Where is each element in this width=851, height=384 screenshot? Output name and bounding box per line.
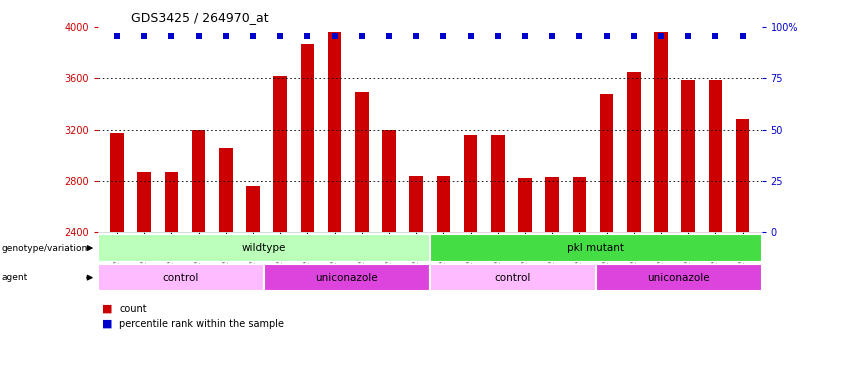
Bar: [164, 172, 178, 232]
Bar: [273, 76, 287, 232]
Bar: [736, 119, 750, 232]
Bar: [545, 177, 559, 232]
Text: genotype/variation: genotype/variation: [2, 243, 88, 253]
Bar: [409, 176, 423, 232]
Bar: [682, 79, 695, 232]
Text: GDS3425 / 264970_at: GDS3425 / 264970_at: [131, 11, 269, 24]
Text: pkl mutant: pkl mutant: [568, 243, 624, 253]
Bar: [437, 176, 450, 232]
Bar: [430, 264, 596, 291]
Bar: [98, 234, 430, 262]
Bar: [246, 186, 260, 232]
Bar: [355, 93, 368, 232]
Text: count: count: [119, 304, 146, 314]
Text: wildtype: wildtype: [242, 243, 286, 253]
Bar: [219, 147, 232, 232]
Bar: [300, 43, 314, 232]
Bar: [654, 32, 668, 232]
Bar: [328, 32, 341, 232]
Bar: [464, 136, 477, 232]
Text: control: control: [494, 273, 531, 283]
Bar: [709, 79, 722, 232]
Bar: [573, 177, 586, 232]
Text: uniconazole: uniconazole: [316, 273, 378, 283]
Bar: [600, 94, 614, 232]
Text: ■: ■: [102, 319, 112, 329]
Text: ■: ■: [102, 304, 112, 314]
Bar: [382, 129, 396, 232]
Text: control: control: [163, 273, 199, 283]
Bar: [98, 264, 264, 291]
Bar: [491, 135, 505, 232]
Bar: [264, 264, 430, 291]
Text: percentile rank within the sample: percentile rank within the sample: [119, 319, 284, 329]
Bar: [596, 264, 762, 291]
Bar: [110, 133, 123, 232]
Bar: [430, 234, 762, 262]
Text: uniconazole: uniconazole: [648, 273, 710, 283]
Text: agent: agent: [2, 273, 28, 282]
Bar: [627, 72, 641, 232]
Bar: [137, 172, 151, 232]
Bar: [518, 179, 532, 232]
Bar: [191, 129, 205, 232]
